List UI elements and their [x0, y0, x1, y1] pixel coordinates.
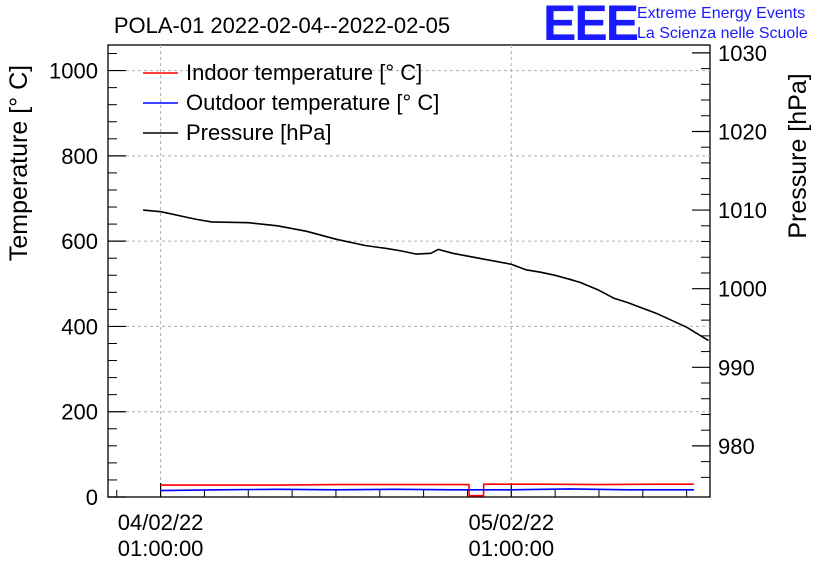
x-tick-label-time: 01:00:00 — [118, 536, 204, 561]
chart-title: POLA-01 2022-02-04--2022-02-05 — [114, 13, 450, 38]
grid — [108, 45, 710, 497]
series-line-pressure — [143, 209, 709, 342]
eee-logo: EEE Extreme Energy Events La Scienza nel… — [543, 0, 833, 51]
legend-label-pressure: Pressure [hPa] — [186, 120, 332, 145]
logo-line-1: Extreme Energy Events — [637, 5, 806, 22]
series-line-outdoor — [160, 488, 694, 492]
y-right-tick-label: 980 — [718, 434, 755, 459]
plot-frame — [107, 44, 711, 498]
logo-line-2: La Scienza nelle Scuole — [637, 25, 808, 42]
y-right-tick-label: 990 — [718, 355, 755, 380]
x-tick-label-time: 01:00:00 — [468, 536, 554, 561]
y-left-tick-label: 800 — [61, 144, 98, 169]
x-tick-label-date: 04/02/22 — [118, 510, 204, 535]
eee-logo-letters: EEE — [543, 0, 639, 51]
axis-ticks: 0 200 400 600 800 1000 980 990 1000 1010 1020 1030 0… — [49, 41, 767, 561]
legend-label-outdoor: Outdoor temperature [° C] — [186, 90, 439, 115]
x-tick-label-date: 05/02/22 — [468, 510, 554, 535]
y-left-tick-label: 200 — [61, 400, 98, 425]
y-left-tick-label: 400 — [61, 314, 98, 339]
y-right-tick-label: 1030 — [718, 41, 767, 66]
legend-label-indoor: Indoor temperature [° C] — [186, 60, 422, 85]
legend: Indoor temperature [° C] Outdoor tempera… — [143, 60, 439, 145]
y-right-tick-label: 1000 — [718, 277, 767, 302]
y-left-tick-label: 1000 — [49, 59, 98, 84]
y-right-tick-label: 1010 — [718, 198, 767, 223]
y-right-tick-label: 1020 — [718, 119, 767, 144]
series-layer — [143, 209, 709, 497]
y-axis-left-label: Temperature [° C] — [5, 65, 33, 261]
y-left-tick-label: 600 — [61, 229, 98, 254]
y-axis-right-label: Pressure [hPa] — [784, 73, 812, 238]
y-left-tick-label: 0 — [86, 485, 98, 510]
